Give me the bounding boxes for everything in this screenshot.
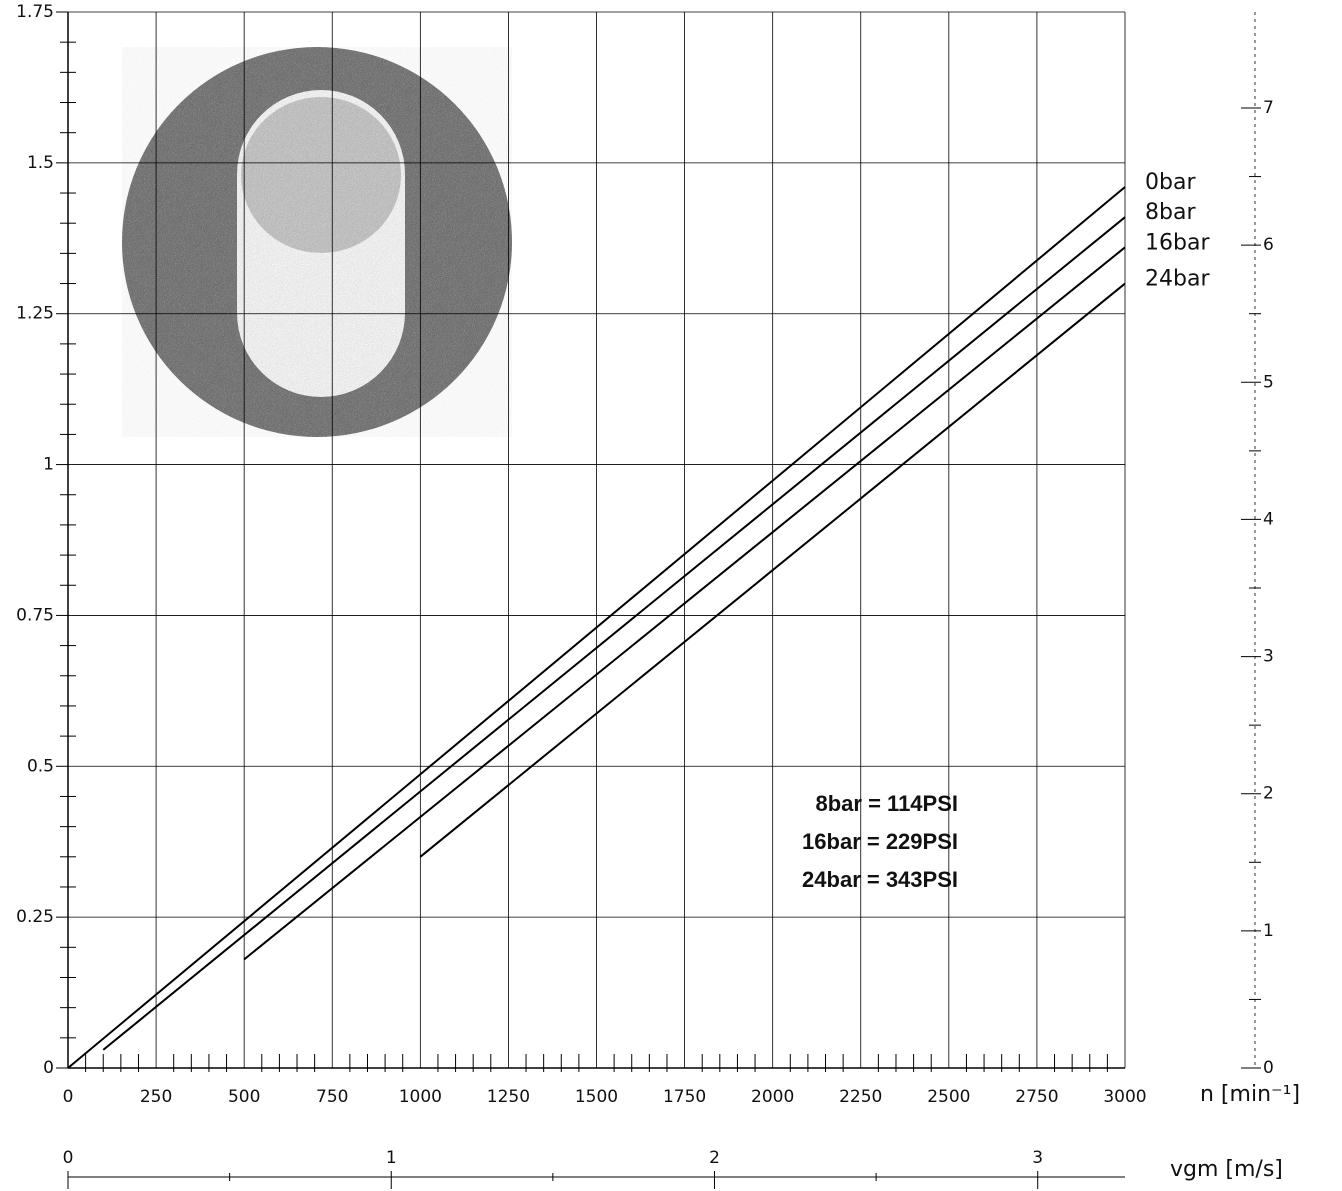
x-tick-label: 1750 (663, 1087, 706, 1107)
x-tick-label: 2000 (751, 1087, 794, 1107)
x-tick-label: 3000 (1103, 1087, 1146, 1107)
x2-tick-label: 0 (63, 1148, 74, 1168)
series-label: 8bar (1145, 200, 1196, 225)
x2-tick-label: 3 (1032, 1148, 1043, 1168)
x-tick-label: 2250 (839, 1087, 882, 1107)
y-tick-label: 1 (43, 455, 54, 475)
x-tick-label: 1500 (575, 1087, 618, 1107)
y-tick-label: 0 (43, 1058, 54, 1078)
y2-tick-label: 3 (1263, 647, 1274, 667)
y-tick-label: 1.75 (16, 2, 54, 22)
x-tick-label: 250 (140, 1087, 172, 1107)
series-line (243, 246, 1126, 961)
series-label: 0bar (1145, 170, 1196, 195)
y2-tick-label: 5 (1263, 372, 1274, 392)
annotation: 24bar = 343PSI (802, 867, 958, 892)
logo (122, 47, 512, 437)
series-line (102, 216, 1126, 1051)
y2-tick-label: 1 (1263, 921, 1274, 941)
y2-tick-label: 6 (1263, 235, 1274, 255)
series-line (419, 282, 1126, 858)
annotation: 8bar = 114PSI (816, 791, 959, 816)
x-tick-label: 2500 (927, 1087, 970, 1107)
y-tick-label: 0.25 (16, 907, 54, 927)
x-tick-label: 1000 (399, 1087, 442, 1107)
x2-axis-label: vgm [m/s] (1170, 1157, 1283, 1182)
y-tick-label: 1.25 (16, 304, 54, 324)
annotation: 16bar = 229PSI (802, 829, 958, 854)
series-label: 24bar (1145, 267, 1210, 292)
y-tick-label: 0.75 (16, 605, 54, 625)
x2-tick-label: 2 (709, 1148, 720, 1168)
series-line (67, 186, 1126, 1069)
x-tick-label: 0 (63, 1087, 74, 1107)
x-tick-label: 1250 (487, 1087, 530, 1107)
y-tick-label: 1.5 (27, 153, 54, 173)
x-tick-label: 500 (228, 1087, 260, 1107)
y2-tick-label: 2 (1263, 784, 1274, 804)
x2-tick-label: 1 (386, 1148, 397, 1168)
x-axis-label: n [min⁻¹] (1200, 1082, 1300, 1107)
y-tick-label: 0.5 (27, 756, 54, 776)
x-tick-label: 2750 (1015, 1087, 1058, 1107)
y2-tick-label: 7 (1263, 98, 1274, 118)
series-label: 16bar (1145, 230, 1210, 255)
y2-tick-label: 0 (1263, 1058, 1274, 1078)
x-tick-label: 750 (316, 1087, 348, 1107)
y2-tick-label: 4 (1263, 509, 1274, 529)
